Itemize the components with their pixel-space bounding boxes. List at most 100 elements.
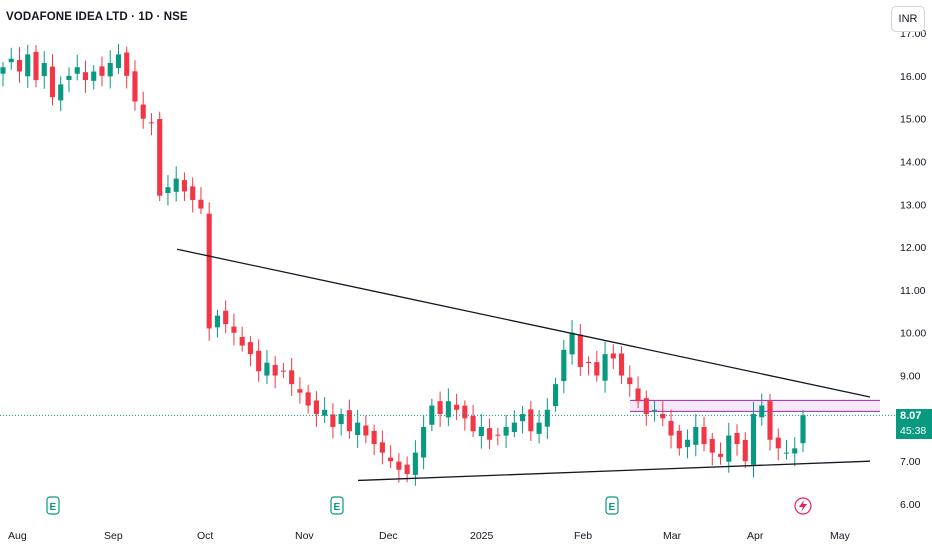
candle (338, 408, 344, 436)
candle (41, 51, 47, 89)
candle (74, 54, 80, 81)
candle (701, 416, 707, 452)
candle (569, 319, 575, 365)
x-tick-label: May (830, 530, 851, 542)
candle (379, 430, 385, 465)
candle (520, 406, 526, 434)
y-tick-label: 9.00 (900, 371, 921, 383)
candle (198, 187, 204, 215)
last-price-tag: 8.07 45:38 (896, 409, 932, 440)
x-tick-label: Apr (747, 530, 764, 542)
candle (693, 414, 699, 457)
x-tick-label: 2025 (470, 530, 494, 542)
candle (610, 344, 616, 370)
y-tick-label: 16.00 (900, 71, 926, 83)
candle (553, 377, 559, 412)
candle (99, 56, 105, 87)
candle (495, 427, 501, 446)
earnings-marker-icon[interactable]: E (46, 496, 60, 515)
svg-text:E: E (609, 502, 616, 513)
candle (214, 309, 220, 338)
candle (478, 414, 484, 449)
candle (165, 175, 171, 206)
candle (322, 397, 328, 423)
candle (470, 405, 476, 438)
candle (800, 409, 806, 453)
x-tick-label: Dec (379, 530, 398, 542)
candle (49, 54, 56, 106)
candle (503, 415, 509, 449)
candle (536, 410, 542, 444)
y-tick-label: 10.00 (900, 328, 926, 340)
candle (759, 393, 765, 426)
candle (709, 432, 715, 466)
candle (82, 60, 89, 93)
dividend-marker-icon[interactable] (794, 497, 812, 515)
candle (454, 393, 460, 421)
currency-button[interactable]: INR (891, 6, 925, 32)
earnings-marker-icon[interactable]: E (330, 496, 344, 515)
candle (280, 362, 286, 378)
candle (181, 172, 187, 201)
candle (0, 62, 6, 87)
candle (445, 388, 451, 427)
y-tick-label: 14.00 (900, 156, 926, 168)
svg-text:E: E (50, 502, 57, 513)
candle (388, 445, 394, 469)
candle (651, 400, 658, 422)
candle (91, 65, 97, 90)
candle (750, 401, 757, 478)
candle (577, 324, 583, 376)
candle (272, 356, 278, 389)
candle (726, 422, 732, 473)
y-tick-label: 13.00 (900, 199, 926, 211)
trendlines-layer (176, 248, 871, 482)
candle (437, 391, 443, 427)
candle (684, 429, 691, 459)
candle (742, 432, 748, 468)
candle (396, 453, 402, 483)
candle (775, 428, 781, 461)
candle (643, 390, 649, 426)
x-tick-label: Aug (8, 530, 27, 542)
candle (330, 403, 336, 439)
candle (132, 60, 138, 111)
candle (594, 350, 600, 382)
zone-fill (630, 400, 880, 412)
candle (8, 47, 14, 70)
x-tick-label: Feb (574, 530, 592, 542)
x-tick-label: Sep (104, 530, 123, 542)
candle (602, 341, 608, 393)
candle (305, 385, 311, 414)
earnings-marker-icon[interactable]: E (605, 496, 619, 515)
descending-trendline (176, 248, 871, 398)
candle (140, 91, 146, 129)
candle (561, 339, 567, 394)
candle (58, 76, 64, 112)
resistance-zone (630, 399, 880, 412)
candle (363, 415, 369, 444)
candle (783, 439, 790, 460)
candle (619, 346, 625, 384)
x-tick-label: Mar (663, 530, 682, 542)
x-axis: Aug Sep Oct Nov Dec 2025 Feb Mar Apr May (8, 530, 851, 542)
candle (511, 410, 517, 438)
candle (231, 313, 237, 346)
candle (528, 400, 534, 442)
candle (66, 67, 72, 92)
candle (429, 398, 435, 432)
candle (107, 50, 113, 89)
y-tick-label: 7.00 (900, 456, 921, 468)
candle (734, 424, 740, 456)
candle (586, 356, 592, 376)
candle (206, 202, 212, 341)
candle (371, 424, 377, 456)
candle (16, 47, 23, 83)
candles-layer (0, 43, 806, 486)
candle (544, 398, 550, 440)
candle (25, 44, 31, 88)
candle (289, 358, 295, 396)
candle (660, 401, 666, 427)
